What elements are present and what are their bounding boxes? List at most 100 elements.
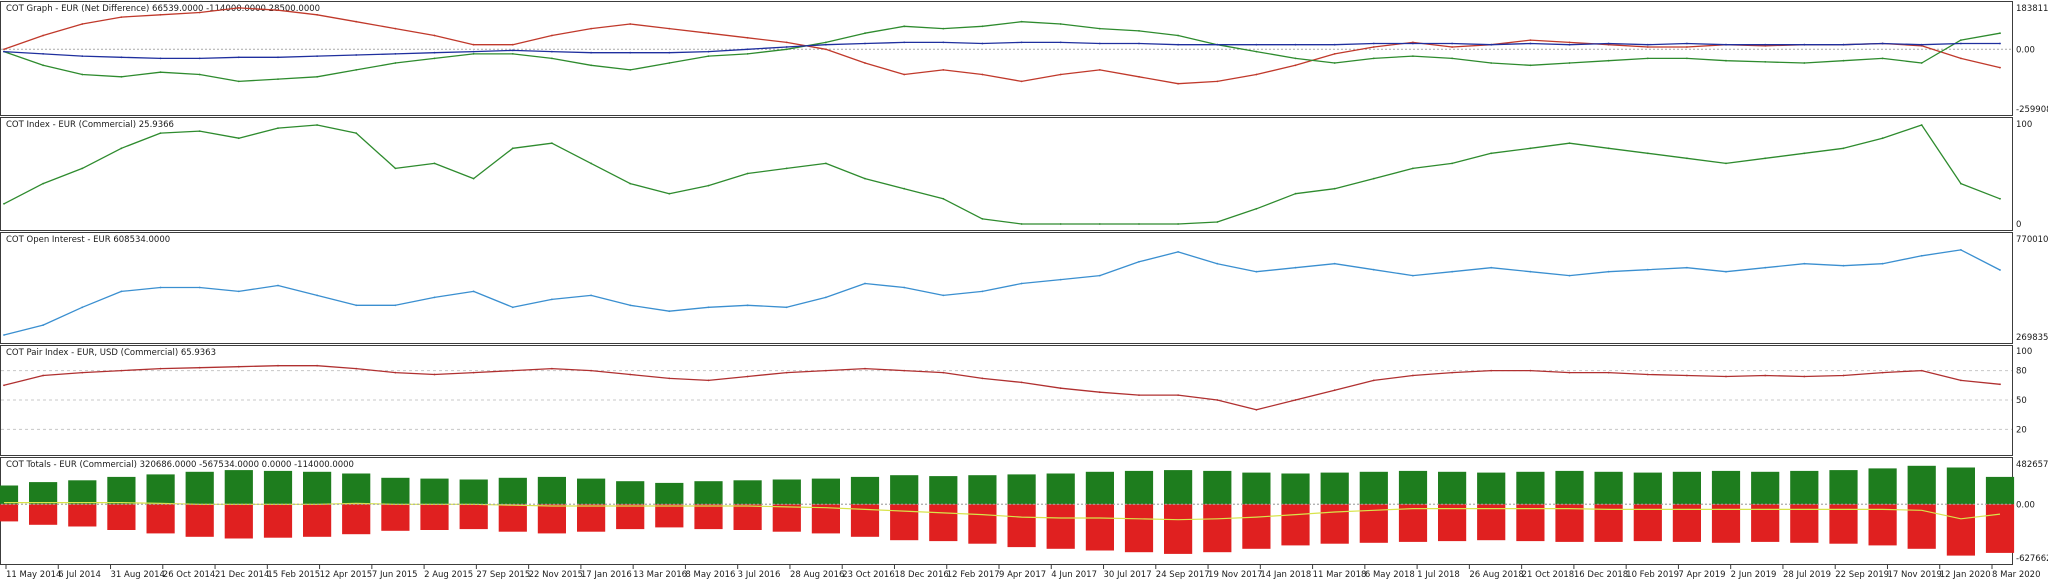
data-point — [1999, 42, 2001, 45]
bar-short — [1946, 504, 1975, 556]
data-point — [394, 62, 397, 64]
bar-long — [459, 479, 488, 505]
data-point — [237, 80, 240, 83]
panel-frame — [0, 117, 2013, 231]
bar-long — [1007, 474, 1036, 505]
panel-title: COT Index - EUR (Commercial) 25.9366 — [6, 120, 174, 130]
data-point — [3, 202, 5, 205]
bar-long — [1985, 476, 2015, 505]
data-point — [1646, 268, 1649, 271]
bar-short — [263, 504, 293, 538]
bar-long — [107, 476, 136, 505]
bar-short — [1985, 504, 2015, 553]
data-point — [785, 167, 788, 170]
data-point — [433, 57, 436, 60]
date-label: 7 Apr 2019 — [1678, 570, 1725, 580]
bar-long — [381, 477, 410, 505]
data-point — [1177, 34, 1179, 37]
date-label: 6 Jul 2014 — [58, 570, 101, 580]
bar-long — [890, 475, 919, 505]
data-point — [1216, 80, 1219, 83]
data-point — [1920, 43, 1923, 46]
data-point — [629, 51, 632, 54]
panel-5: 482657.15 0.00 -627662.1 COT Totals - EUR (… — [0, 457, 2048, 565]
data-point — [1059, 73, 1062, 76]
data-point — [825, 48, 827, 51]
panel-4: 100 80 50 20 COT Pair Index - EUR, USD (Comm… — [0, 345, 2032, 456]
data-point — [707, 50, 710, 53]
bar-long — [1438, 471, 1467, 505]
bar-long — [929, 476, 958, 505]
date-label: 27 Sep 2015 — [476, 570, 530, 580]
date-label: 11 Mar 2018 — [1313, 570, 1367, 580]
bar-short — [1242, 504, 1271, 549]
data-point — [746, 172, 749, 175]
bar-long — [968, 475, 997, 505]
data-point — [1803, 62, 1806, 64]
bar-short — [1203, 504, 1232, 553]
bar-long — [537, 476, 566, 505]
data-point — [1607, 42, 1610, 45]
data-point — [1177, 82, 1179, 85]
data-point — [903, 369, 906, 372]
date-label: 12 Feb 2017 — [947, 570, 1000, 580]
bar-long — [733, 480, 762, 505]
bar-short — [1085, 504, 1114, 551]
data-point — [903, 73, 906, 76]
data-point — [316, 75, 318, 78]
date-label: 2 Aug 2015 — [424, 570, 473, 580]
data-point — [942, 294, 945, 297]
data-point — [1803, 262, 1806, 265]
data-point — [1607, 59, 1610, 62]
data-point — [472, 177, 475, 180]
data-point — [81, 23, 84, 25]
data-point — [120, 56, 123, 59]
bar-long — [1477, 472, 1506, 505]
date-label: 8 Mar 2020 — [1992, 570, 2040, 580]
panel-title: COT Totals - EUR (Commercial) 320686.000… — [6, 460, 354, 470]
date-label: 19 Nov 2017 — [1208, 570, 1262, 580]
bar-long — [655, 482, 684, 505]
data-point — [1412, 167, 1414, 170]
date-label: 26 Aug 2018 — [1469, 570, 1523, 580]
data-point — [316, 364, 318, 367]
data-point — [1529, 39, 1532, 41]
bar-long — [1790, 470, 1819, 505]
data-point — [1568, 62, 1571, 64]
data-point — [1020, 20, 1023, 23]
bar-long — [1672, 471, 1701, 505]
data-point — [1059, 223, 1062, 225]
bar-long — [1594, 471, 1623, 505]
panel-2: 100 0 COT Index - EUR (Commercial) 25.9366 — [0, 117, 2032, 231]
scale-label: 0.00 — [2016, 45, 2035, 55]
data-point — [1607, 270, 1610, 273]
bar-long — [1633, 472, 1662, 505]
data-point — [1529, 64, 1532, 67]
bar-short — [459, 504, 488, 530]
data-point — [394, 53, 397, 55]
data-point — [1568, 274, 1571, 277]
data-point — [1098, 27, 1101, 30]
data-point — [707, 184, 710, 187]
series-line-blue — [3, 41, 2000, 60]
data-point — [1294, 266, 1297, 269]
data-point — [981, 218, 984, 220]
data-point — [277, 56, 279, 59]
data-point — [1372, 42, 1375, 45]
bar-long — [811, 478, 840, 505]
data-point — [159, 57, 162, 60]
data-point — [42, 34, 44, 37]
date-label: 22 Nov 2015 — [529, 570, 583, 580]
data-point — [551, 50, 553, 53]
data-point — [433, 162, 436, 165]
date-label: 22 Sep 2019 — [1835, 570, 1889, 580]
data-point — [1686, 157, 1688, 160]
data-point — [1764, 157, 1767, 160]
data-point — [668, 51, 671, 54]
data-point — [590, 162, 592, 165]
bar-long — [1516, 471, 1545, 505]
bar-short — [1907, 504, 1936, 549]
data-point — [1646, 373, 1649, 376]
bar-short — [1164, 504, 1193, 554]
bar-short — [1124, 504, 1154, 553]
